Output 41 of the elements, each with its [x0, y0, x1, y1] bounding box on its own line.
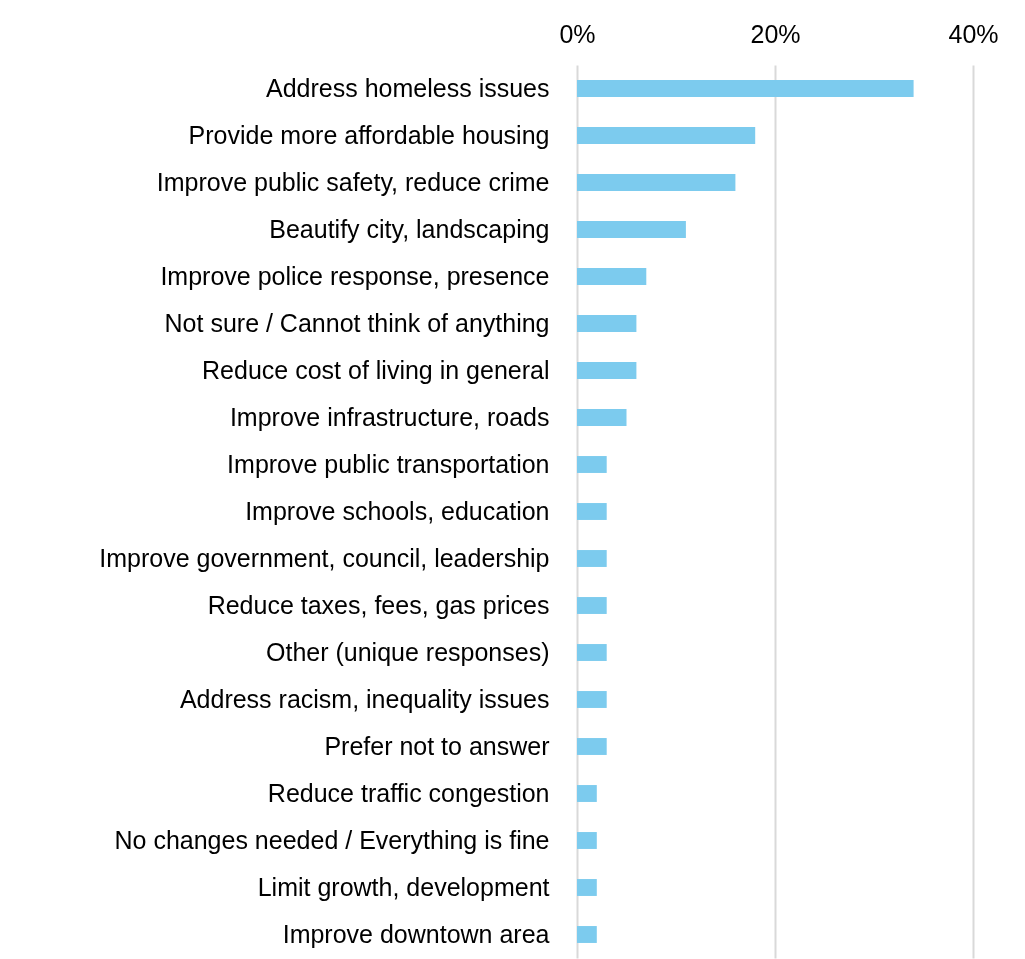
bar — [577, 879, 597, 896]
bar — [577, 550, 607, 567]
y-tick-label: Reduce traffic congestion — [267, 778, 550, 807]
y-tick-label: Improve downtown area — [282, 919, 550, 948]
bar — [577, 315, 637, 332]
y-tick-label: Improve government, council, leadership — [99, 543, 550, 572]
bar — [577, 268, 647, 285]
bar — [577, 362, 637, 379]
bar — [577, 456, 607, 473]
y-tick-label: Address racism, inequality issues — [179, 684, 550, 713]
bar — [577, 691, 607, 708]
y-tick-label: Improve public safety, reduce crime — [156, 167, 550, 196]
bar — [577, 221, 686, 238]
bar — [577, 644, 607, 661]
y-tick-label: Provide more affordable housing — [188, 120, 550, 149]
y-tick-label: Improve public transportation — [227, 449, 550, 478]
bar — [577, 926, 597, 943]
bar — [577, 409, 627, 426]
y-tick-label: Prefer not to answer — [324, 731, 550, 760]
x-tick-label: 20% — [750, 19, 801, 48]
bar — [577, 738, 607, 755]
bar — [577, 127, 756, 144]
bar — [577, 174, 736, 191]
y-tick-label: Beautify city, landscaping — [269, 214, 550, 243]
y-tick-label: Address homeless issues — [266, 73, 550, 102]
bar — [577, 832, 597, 849]
y-tick-label: Not sure / Cannot think of anything — [164, 308, 550, 337]
bar — [577, 785, 597, 802]
y-tick-label: Limit growth, development — [257, 872, 550, 901]
y-tick-label: Reduce taxes, fees, gas prices — [207, 590, 550, 619]
y-tick-label: Other (unique responses) — [266, 637, 550, 666]
y-tick-label: Improve police response, presence — [160, 261, 550, 290]
x-tick-label: 0% — [559, 19, 596, 48]
bar — [577, 80, 914, 97]
y-tick-label: No changes needed / Everything is fine — [114, 825, 550, 854]
y-tick-label: Reduce cost of living in general — [202, 355, 550, 384]
x-tick-label: 40% — [948, 19, 999, 48]
y-tick-label: Improve schools, education — [245, 496, 550, 525]
bar — [577, 597, 607, 614]
y-tick-label: Improve infrastructure, roads — [229, 402, 550, 431]
bar — [577, 503, 607, 520]
